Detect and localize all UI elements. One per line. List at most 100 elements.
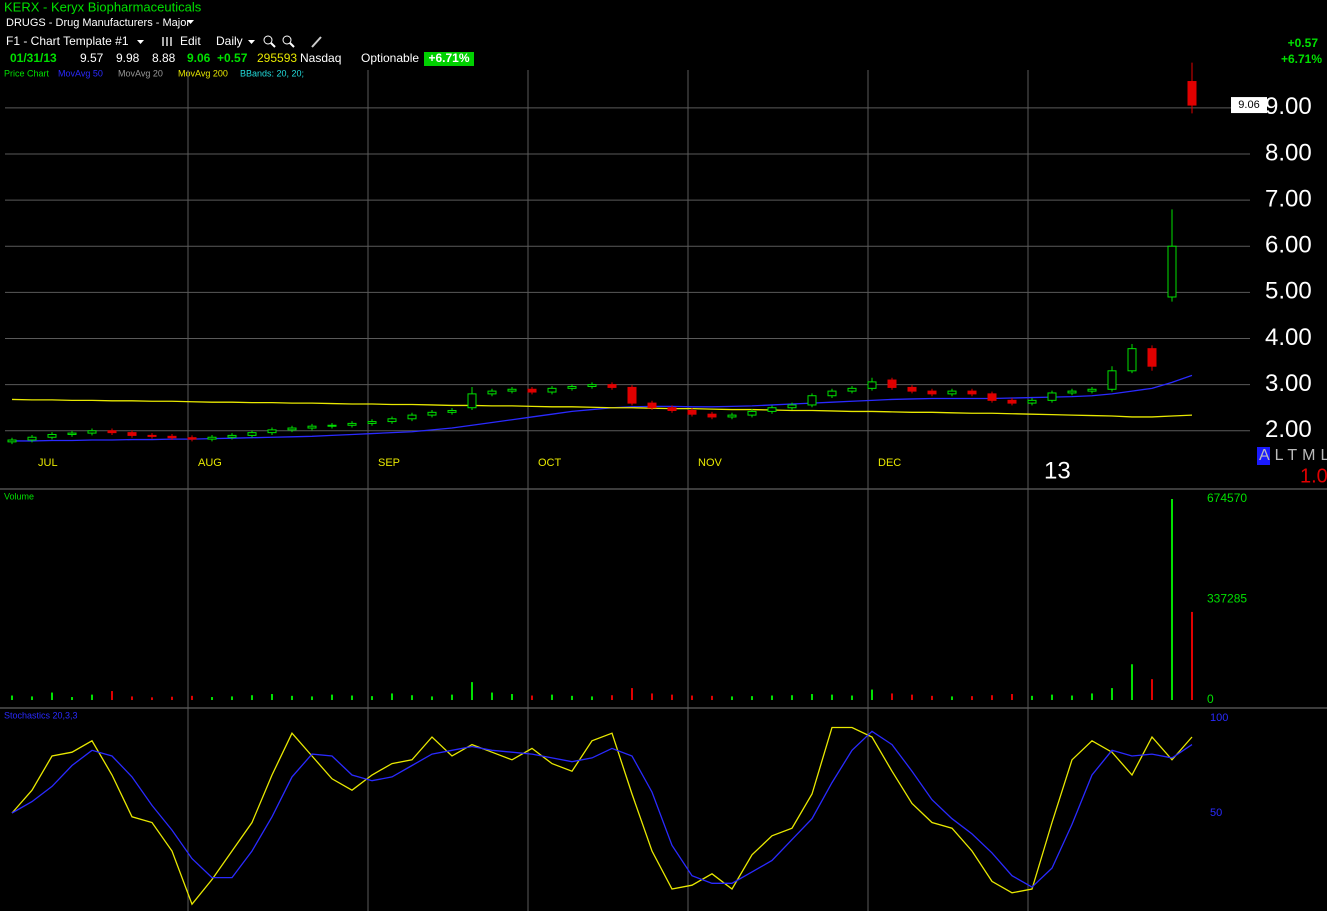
volume-bar [911,694,913,700]
candle-body [147,434,157,437]
candle-body [867,381,877,389]
x-tick-label: JUL [38,457,58,469]
volume-bar [431,696,433,700]
candle-body [387,418,397,423]
volume-bar [671,694,673,700]
percent-badge [424,52,474,66]
candle-body [827,390,837,397]
x-tick-label: AUG [198,457,222,469]
candle-body [227,434,237,438]
candle-body [807,395,817,406]
volume-bar [1071,695,1073,700]
volume-bar [291,695,293,700]
alert-marker [1257,447,1270,465]
corner-percent: +6.71% [1281,52,1322,66]
volume-bar [711,695,713,700]
template-selector[interactable]: F1 - Chart Template #1 [6,34,129,48]
volume-bar [311,696,313,700]
series-line [11,398,1193,418]
volume-bar [791,695,793,700]
alert-label: ALTML [1259,447,1327,464]
candle-body [707,413,717,418]
y-tick-label: 8.00 [1265,139,1312,166]
volume-bar [971,696,973,700]
volume-bar [1091,693,1093,700]
legend-entry: MovAvg 50 [58,68,103,78]
candle-body [427,411,437,416]
zoom-in-icon[interactable] [263,35,276,48]
period-selector[interactable]: Daily [216,34,243,48]
volume-bar [111,691,113,700]
industry-label[interactable]: DRUGS - Drug Manufacturers - Major [6,17,190,29]
y-tick-label: 2.00 [1265,416,1312,443]
volume-bar [591,696,593,700]
candle-body [287,427,297,431]
quote-open: 9.57 [80,51,104,65]
volume-bar [411,695,413,700]
corner-change: +0.57 [1288,36,1319,50]
candle-body [607,384,617,388]
ratio-label: 1.0 [1300,465,1327,487]
quote-date: 01/31/13 [10,51,57,65]
draw-tool-icon[interactable] [311,36,322,48]
volume-bar [1131,664,1133,700]
x-tick-label: OCT [538,457,562,469]
quote-optionable: Optionable [361,51,419,65]
candle-body [687,409,697,415]
candle-body [1167,245,1177,298]
edit-button[interactable]: Edit [180,34,201,48]
volume-bar [391,693,393,700]
volume-bar [211,697,213,700]
candle-body [907,386,917,392]
volume-bar [491,692,493,700]
volume-bar [251,695,253,700]
legend-entry: MovAvg 200 [178,68,228,78]
candle-body [87,430,97,434]
y-tick-label: 7.00 [1265,185,1312,212]
volume-bar [51,692,53,700]
candle-body [747,410,757,416]
volume-bar [731,696,733,700]
candle-body [487,390,497,395]
dropdown-arrow[interactable] [187,20,194,24]
volume-bar [951,696,953,700]
zoom-out-icon[interactable] [282,35,295,48]
last-price-box [1231,97,1267,114]
candle-body [67,432,77,435]
volume-bar [531,695,533,700]
volume-bar [171,696,173,700]
candle-body [587,384,597,387]
volume-bar [1031,695,1033,700]
y-tick-label: 337285 [1207,592,1247,606]
quote-last: 9.06 [187,51,211,65]
candle-body [767,407,777,412]
x-tick-label: SEP [378,457,400,469]
candle-body [647,402,657,409]
volume-bar [931,695,933,700]
dropdown-arrow[interactable] [248,40,255,44]
volume-bar [691,695,693,700]
y-tick-label: 4.00 [1265,324,1312,351]
candle-body [667,407,677,411]
x-tick-label: 13 [1044,457,1071,484]
candle-body [1187,81,1197,106]
volume-bar [831,694,833,700]
dropdown-arrow[interactable] [137,40,144,44]
candle-body [107,430,117,434]
volume-bar [631,688,633,700]
candle-body [1127,348,1137,372]
volume-bar [1051,694,1053,700]
volume-bar [471,682,473,700]
x-tick-label: NOV [698,457,723,469]
candle-body [547,387,557,393]
study-label: MovAvg 20 [118,68,163,78]
bars-icon[interactable] [162,37,172,46]
candle-body [507,388,517,392]
volume-bar [1111,688,1113,700]
candle-body [627,386,637,404]
candle-body [1047,392,1057,401]
candle-body [267,429,277,434]
quote-exchange: Nasdaq [300,51,341,65]
volume-bar [1171,499,1173,700]
